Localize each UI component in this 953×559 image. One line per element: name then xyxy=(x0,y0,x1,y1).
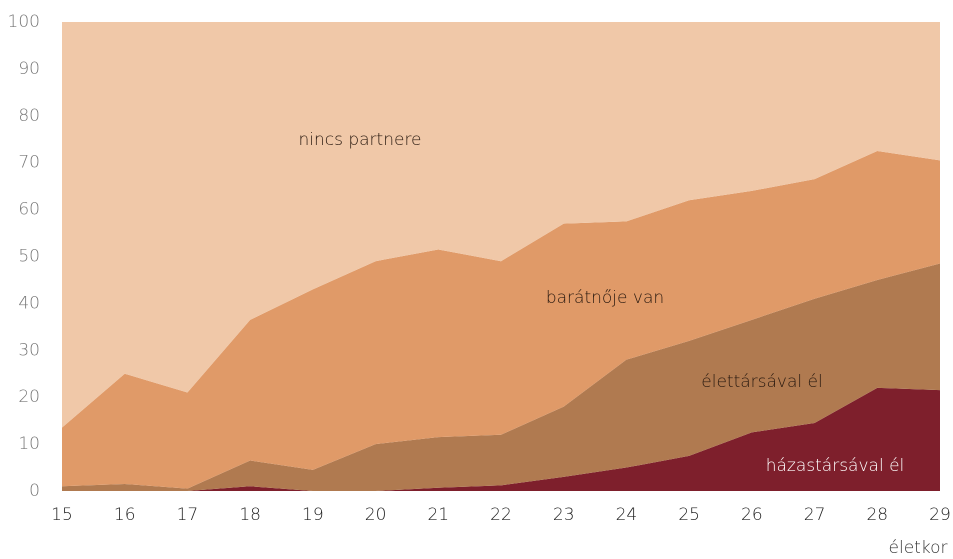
y-tick-label: 80 xyxy=(18,106,40,126)
x-tick-label: 25 xyxy=(678,505,700,525)
area xyxy=(62,22,940,428)
x-tick-label: 28 xyxy=(866,505,888,525)
x-tick-label: 15 xyxy=(51,505,73,525)
x-tick-label: 19 xyxy=(302,505,324,525)
area-label: barátnője van xyxy=(546,288,664,308)
x-tick-label: 29 xyxy=(929,505,951,525)
y-tick-label: 10 xyxy=(18,434,40,454)
y-tick-label: 0 xyxy=(29,481,40,501)
y-tick-label: 70 xyxy=(18,153,40,173)
x-tick-label: 17 xyxy=(177,505,199,525)
x-tick-label: 18 xyxy=(239,505,261,525)
y-tick-label: 90 xyxy=(18,59,40,79)
x-tick-label: 23 xyxy=(553,505,575,525)
y-tick-label: 40 xyxy=(18,293,40,313)
x-axis-label: életkor xyxy=(889,538,948,558)
x-tick-label: 22 xyxy=(490,505,512,525)
area xyxy=(62,387,940,491)
y-tick-label: 60 xyxy=(18,200,40,220)
x-tick-label: 16 xyxy=(114,505,136,525)
y-tick-label: 100 xyxy=(8,12,40,32)
area-label: nincs partnere xyxy=(298,130,421,150)
x-tick-label: 20 xyxy=(365,505,387,525)
area-label: házastársával él xyxy=(766,456,905,476)
area xyxy=(62,263,940,491)
area-label: élettársával él xyxy=(701,372,822,392)
x-tick-label: 26 xyxy=(741,505,763,525)
area xyxy=(62,150,940,489)
x-tick-label: 27 xyxy=(804,505,826,525)
y-tick-label: 50 xyxy=(18,247,40,267)
y-tick-label: 20 xyxy=(18,387,40,407)
x-tick-label: 24 xyxy=(616,505,638,525)
y-tick-label: 30 xyxy=(18,340,40,360)
x-tick-label: 21 xyxy=(427,505,449,525)
